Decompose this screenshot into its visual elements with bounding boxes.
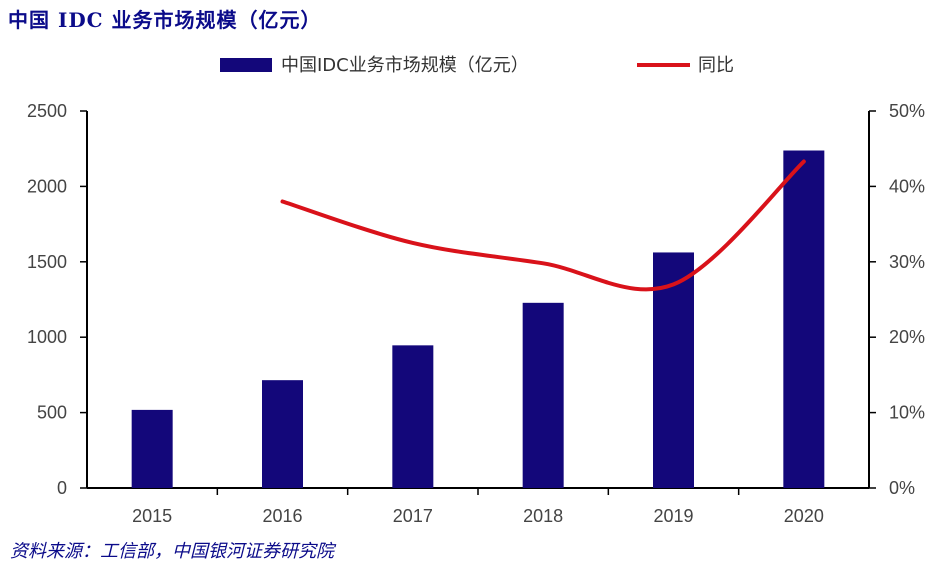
right-tick-label: 40% [889,176,925,196]
left-tick-label: 2000 [27,176,67,196]
bar-2018 [522,302,564,488]
legend-bar-swatch [220,58,272,72]
tick-labels: 0 500 1000 1500 2000 2500 0% 10% 20% 30% 40% 50% 201… [27,101,925,526]
x-tick-label: 2019 [653,506,693,526]
legend: 中国IDC业务市场规模（亿元） 同比 [220,55,734,76]
right-tick-label: 30% [889,252,925,272]
chart-title: 中国 IDC 业务市场规模（亿元） [8,8,322,32]
legend-bar-label: 中国IDC业务市场规模（亿元） [281,55,529,76]
left-tick-label: 1000 [27,327,67,347]
yoy-growth-line [280,159,806,292]
left-tick-label: 500 [37,403,67,423]
bar-2020 [783,150,825,489]
left-tick-label: 2500 [27,101,67,121]
right-tick-label: 20% [889,327,925,347]
left-tick-label: 1500 [27,252,67,272]
bar-2017 [392,345,434,488]
line-series [280,159,806,292]
source-note: 资料来源：工信部，中国银河证券研究院 [10,541,334,562]
bar-2019 [653,252,694,488]
axes [80,110,876,495]
legend-line-label: 同比 [698,55,734,76]
right-tick-label: 50% [889,101,925,121]
x-tick-label: 2018 [523,506,563,526]
x-tick-label: 2020 [784,506,824,526]
x-tick-label: 2015 [132,506,172,526]
left-tick-label: 0 [57,478,67,498]
right-tick-label: 10% [889,403,925,423]
x-tick-label: 2017 [393,506,433,526]
bar-2015 [131,409,173,488]
x-tick-label: 2016 [262,506,302,526]
bar-series [131,150,825,489]
right-tick-label: 0% [889,478,915,498]
bar-2016 [262,380,303,488]
